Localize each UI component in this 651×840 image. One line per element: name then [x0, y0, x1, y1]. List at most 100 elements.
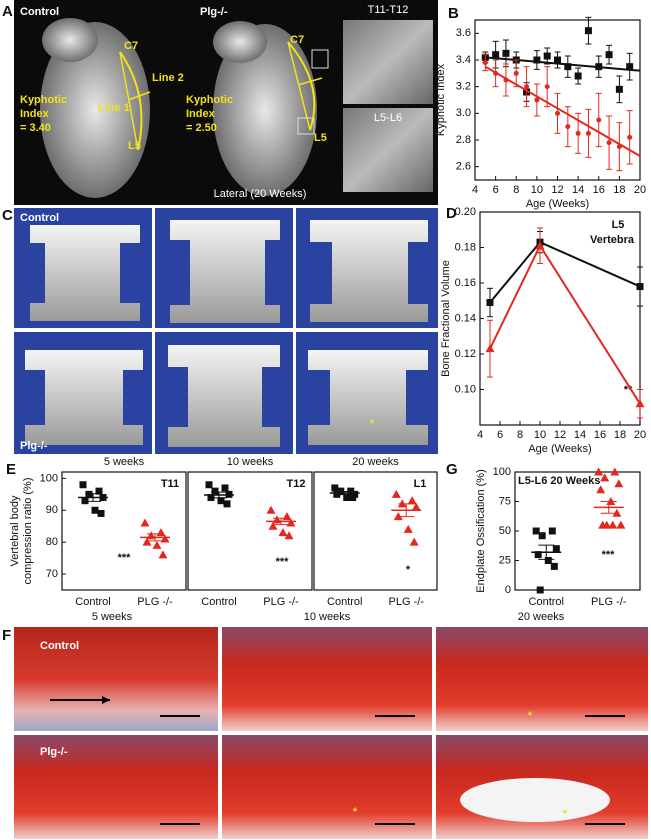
vertebra: [170, 220, 280, 323]
x-tick-label: 14: [574, 429, 586, 441]
y-axis-label: Endplate Ossification (%): [475, 469, 487, 593]
arrow-head: [102, 696, 110, 704]
annotation: ***: [276, 556, 290, 568]
y-tick-label: 50: [499, 525, 511, 537]
marker: [564, 63, 572, 71]
spine-label: C7: [124, 40, 138, 52]
annotation: L5-L6 20 Weeks: [518, 475, 600, 487]
annotation: *: [406, 564, 411, 576]
x-tick-label: Control: [327, 596, 362, 608]
x-tick-label: 20: [634, 184, 646, 196]
marker: [142, 537, 152, 546]
marker: [140, 518, 150, 527]
caption: Lateral (20 Weeks): [214, 188, 307, 200]
y-tick-label: 0.20: [455, 206, 476, 218]
x-tick-label: PLG -/-: [591, 596, 627, 608]
panel-label: G: [446, 461, 458, 478]
x-tick-label: Control: [75, 596, 110, 608]
marker: [616, 520, 626, 529]
marker: [536, 586, 544, 594]
x-axis-label: Age (Weeks): [526, 198, 589, 210]
y-tick-label: 0: [505, 584, 511, 596]
marker: [595, 63, 603, 71]
annotation: T11: [161, 478, 179, 490]
marker: [221, 484, 229, 492]
marker: [600, 473, 610, 482]
marker: [407, 496, 417, 505]
marker: [349, 494, 357, 502]
marker: [158, 550, 168, 559]
marker: [409, 537, 419, 546]
kyphotic-lines: [287, 41, 323, 131]
plot-frame: [313, 471, 438, 591]
marker: [594, 467, 604, 476]
annotation: T12: [287, 478, 306, 490]
marker: [585, 130, 591, 136]
marker: [615, 85, 623, 93]
marker: [284, 531, 294, 540]
marker: [217, 497, 225, 505]
annotation: Vertebra: [590, 234, 635, 246]
vertebra: [168, 345, 280, 447]
y-tick-label: 100: [40, 472, 58, 484]
marker: [97, 509, 105, 517]
x-tick-label: 18: [613, 184, 625, 196]
y-tick-label: 75: [499, 495, 511, 507]
y-tick-label: 100: [493, 466, 511, 478]
y-tick-label: 80: [46, 536, 58, 548]
marker: [331, 484, 339, 492]
marker-star: *: [563, 808, 568, 820]
vertebra: [310, 220, 428, 322]
inset-marker: [311, 49, 329, 69]
index-text: = 3.40: [20, 122, 51, 134]
series-line: [489, 240, 641, 304]
marker: [555, 110, 560, 116]
marker: [605, 51, 613, 59]
marker: [636, 283, 644, 291]
annotation: ***: [602, 549, 616, 561]
index-text: Kyphotic: [186, 94, 233, 106]
marker: [602, 520, 612, 529]
histology-image: [14, 735, 218, 839]
marker: [485, 344, 495, 353]
annotation: **: [624, 384, 633, 396]
mouse-xray: [213, 24, 317, 196]
x-tick-label: 16: [594, 429, 606, 441]
histology-image: [436, 627, 648, 731]
x-tick-label: PLG -/-: [263, 596, 299, 608]
marker: [533, 56, 541, 64]
marker: [606, 140, 612, 146]
marker: [513, 70, 519, 76]
histology-image: [14, 627, 218, 731]
marker: [211, 487, 219, 495]
annotation: L1: [414, 478, 427, 490]
x-tick-label: Control: [529, 596, 564, 608]
x-tick-label: 14: [572, 184, 584, 196]
marker: [282, 512, 292, 521]
y-axis-label: Bone Fractional Volume: [440, 260, 452, 377]
x-tick-label: 12: [551, 184, 563, 196]
y-tick-label: 3.6: [456, 27, 471, 39]
marker: [584, 27, 592, 35]
histology-image: [222, 735, 432, 839]
marker-star: *: [370, 418, 375, 430]
marker: [635, 399, 645, 408]
column-title: 10 weeks: [304, 611, 351, 623]
y-tick-label: 0.10: [455, 383, 476, 395]
y-tick-label: 0.16: [455, 277, 476, 289]
index-text: Kyphotic: [20, 94, 67, 106]
index-text: Index: [20, 108, 50, 120]
marker: [614, 479, 624, 488]
marker: [552, 545, 560, 553]
spine-curve: [119, 51, 143, 151]
marker: [278, 528, 288, 537]
panel-label: C: [2, 207, 13, 224]
x-tick-label: 10: [531, 184, 543, 196]
group-label: Plg-/-: [20, 440, 48, 452]
group-label: Plg-/-: [200, 6, 228, 18]
y-tick-label: 25: [499, 554, 511, 566]
marker: [544, 84, 550, 90]
annotation: L5: [612, 219, 625, 231]
inset-marker: [297, 117, 315, 135]
x-tick-label: 4: [472, 184, 478, 196]
